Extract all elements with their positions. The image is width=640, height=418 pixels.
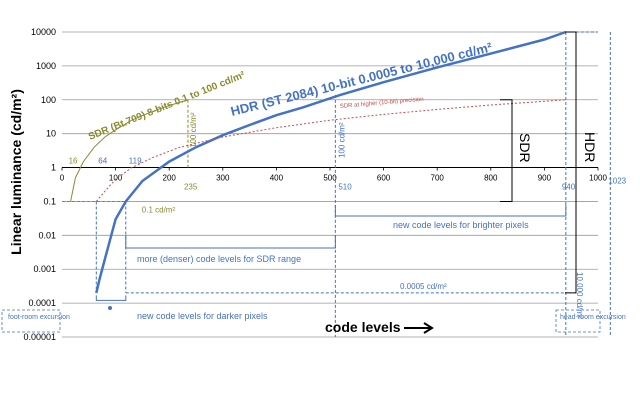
x-axis-arrow (404, 322, 434, 334)
y-tick-label: 0.001 (33, 264, 56, 274)
x-tick-label: 700 (431, 174, 445, 183)
x-tick-labels: 0 100 200 300 400 500 600 700 800 900 1000 (60, 174, 608, 183)
series-label-sdr-10bit: SDR at higher (10-bit) precision (340, 97, 424, 110)
y-axis-label: Linear luminance (cd/m²) (8, 89, 24, 255)
y-tick-label: 10 (46, 129, 56, 139)
bracket-bright-label: new code levels for brighter pixels (393, 220, 529, 230)
series-line-sdr-10bit (95, 99, 566, 202)
level-510: 510 (338, 183, 352, 192)
peak-label: 10,000 cd/m² (575, 272, 584, 319)
x-tick-label: 300 (216, 174, 230, 183)
series-label-sdr: SDR (Bt.709) 8-bits 0.1 to 100 cd/m² (87, 69, 247, 142)
hdr-brace (565, 31, 577, 294)
series-lines (70, 30, 567, 294)
level-64: 64 (98, 157, 107, 166)
series-line-sdr (70, 99, 189, 202)
y-tick-label: 1 (51, 163, 56, 173)
x-tick-label: 0 (60, 174, 65, 183)
headroom-label: head-room excursion (560, 314, 626, 321)
sdr-peak-label: 100 cd/m² (189, 112, 198, 148)
hdr-brace-label: HDR (582, 132, 598, 162)
y-tick-labels: 10000 1000 100 10 1 0.1 0.01 0.001 0.0001 0.00001 (23, 27, 56, 342)
mid-peak-label: 100 cd/m² (337, 122, 346, 158)
level-1023: 1023 (608, 177, 626, 186)
x-tick-label: 900 (538, 174, 552, 183)
y-tick-label: 0.0001 (28, 298, 56, 308)
footroom-label: foot-room excursion (8, 314, 70, 321)
grid (61, 31, 599, 338)
guide-lines (62, 31, 611, 337)
headroom-box (555, 309, 601, 333)
bracket-bright (334, 205, 567, 217)
x-axis-label: code levels (325, 319, 401, 335)
x-tick-label: 200 (163, 174, 177, 183)
y-tick-label: 0.00001 (23, 332, 56, 342)
level-235: 235 (184, 183, 198, 192)
x-tick-label: 500 (323, 174, 337, 183)
x-tick-label: 1000 (589, 174, 607, 183)
series-line-hdr (95, 30, 567, 294)
low-level-label: 0.1 cd/m² (142, 205, 176, 214)
bracket-sdr-range (125, 235, 336, 249)
dark-pointer-dot (108, 306, 112, 310)
sdr-brace (500, 99, 513, 202)
annotations: HDR (ST 2084) 10-bit 0.0005 to 10,000 cd… (1, 31, 627, 333)
x-tick-label: 600 (377, 174, 391, 183)
y-tick-label: 100 (41, 95, 56, 105)
bracket-dark-label: new code levels for darker pixels (137, 311, 268, 321)
y-tick-label: 0.1 (43, 196, 56, 206)
x-tick-label: 800 (484, 174, 498, 183)
bracket-dark (95, 295, 127, 301)
y-tick-label: 10000 (31, 27, 56, 37)
level-940: 940 (562, 183, 576, 192)
y-tick-label: 1000 (36, 61, 56, 71)
floor-label: 0.0005 cd/m² (400, 282, 447, 291)
sdr-brace-label: SDR (517, 133, 533, 163)
bracket-sdr-range-label: more (denser) code levels for SDR range (137, 254, 301, 264)
y-tick-label: 0.01 (38, 230, 56, 240)
x-tick-label: 100 (109, 174, 123, 183)
level-16: 16 (69, 157, 78, 166)
x-tick-label: 400 (270, 174, 284, 183)
level-119: 119 (129, 157, 142, 166)
